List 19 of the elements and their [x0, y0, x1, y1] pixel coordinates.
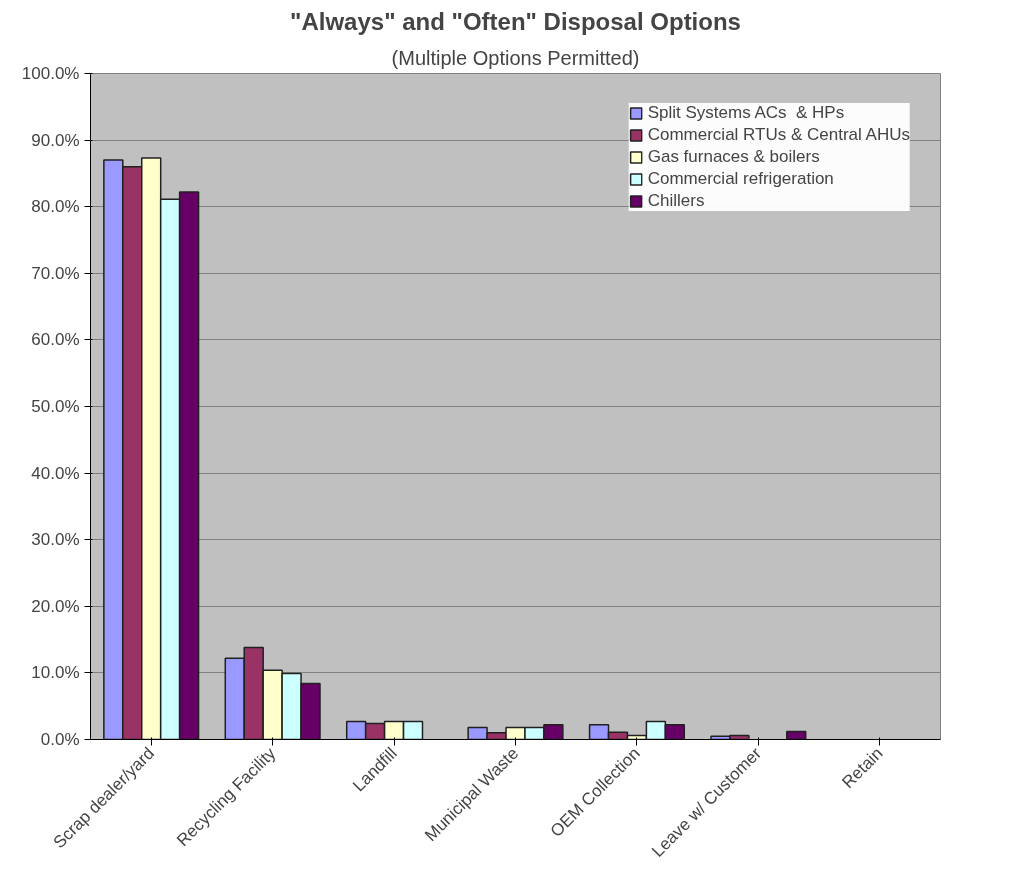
y-tick-label: 60.0% [31, 330, 80, 350]
y-tick-label: 80.0% [31, 197, 80, 217]
bar [786, 730, 807, 740]
y-tick-label: 10.0% [31, 663, 80, 683]
y-tick-label: 30.0% [31, 530, 80, 550]
chart-title: "Always" and "Often" Disposal Options [290, 7, 741, 35]
legend-label: Gas furnaces & boilers [647, 147, 820, 167]
legend-label: Chillers [647, 191, 705, 211]
y-tick-label: 70.0% [31, 263, 80, 283]
legend-label: Commercial RTUs & Central AHUs [647, 125, 910, 145]
legend-label: Commercial refrigeration [647, 169, 834, 189]
chart-subtitle: (Multiple Options Permitted) [391, 46, 640, 69]
y-tick-label: 90.0% [31, 130, 80, 150]
y-tick-label: 100.0% [21, 64, 80, 83]
y-tick-label: 50.0% [31, 397, 80, 416]
y-tick-label: 0.0% [40, 730, 80, 749]
y-tick-label: 20.0% [31, 596, 80, 616]
legend-label: Split Systems ACs & HPs [647, 103, 845, 123]
y-tick-label: 40.0% [31, 463, 80, 483]
